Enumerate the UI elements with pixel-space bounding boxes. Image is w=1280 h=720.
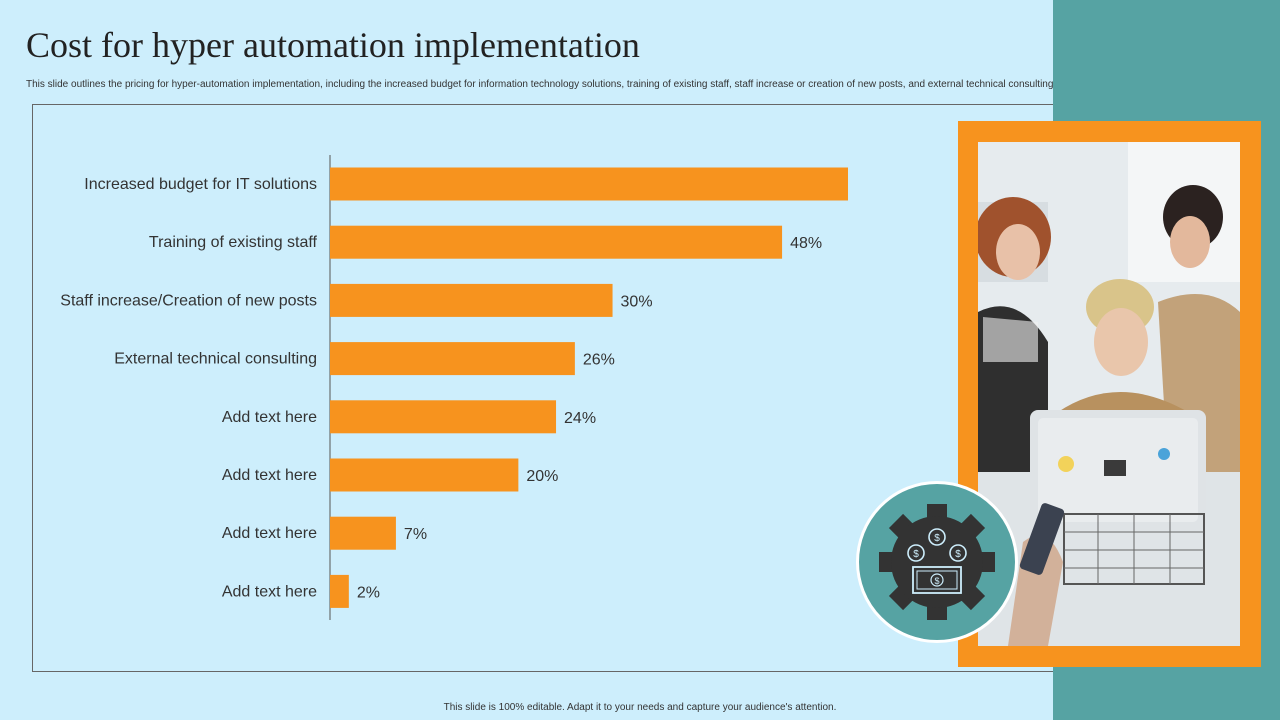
banknote-icon: $: [912, 566, 962, 594]
data-label: 30%: [621, 293, 653, 310]
category-label: External technical consulting: [114, 351, 317, 368]
page-subtitle: This slide outlines the pricing for hype…: [26, 79, 1053, 90]
bar: [330, 225, 783, 259]
category-label: Add text here: [222, 583, 317, 600]
bar: [330, 400, 557, 434]
team-photo: [978, 142, 1240, 646]
bar: [330, 342, 575, 376]
category-label: Add text here: [222, 409, 317, 426]
bar: [330, 458, 519, 492]
data-label: 20%: [526, 468, 558, 485]
bar-chart: Increased budget for IT solutions55%Trai…: [60, 155, 848, 620]
svg-text:$: $: [934, 576, 939, 586]
dollar-coin-icon: [907, 528, 967, 562]
data-label: 26%: [583, 352, 615, 369]
chart-frame: [32, 104, 1053, 672]
footer-note: This slide is 100% editable. Adapt it to…: [443, 702, 837, 713]
svg-text:$: $: [913, 549, 919, 560]
bar: [330, 516, 396, 550]
category-label: Training of existing staff: [149, 234, 318, 251]
data-label: 7%: [404, 526, 427, 543]
data-label: 2%: [357, 584, 380, 601]
bar: [330, 283, 613, 317]
svg-text:$: $: [934, 533, 940, 544]
page-title: Cost for hyper automation implementation: [26, 25, 640, 65]
bar: [330, 574, 349, 608]
data-label: 24%: [564, 410, 596, 427]
category-label: Staff increase/Creation of new posts: [60, 292, 317, 309]
gear-money-badge: $ $ $ $: [856, 481, 1018, 643]
data-label: 48%: [790, 235, 822, 252]
gear-money-icon: $ $ $ $: [879, 504, 995, 620]
bar: [330, 167, 848, 201]
category-label: Increased budget for IT solutions: [84, 176, 317, 193]
category-label: Add text here: [222, 525, 317, 542]
category-label: Add text here: [222, 467, 317, 484]
svg-text:$: $: [955, 549, 961, 560]
